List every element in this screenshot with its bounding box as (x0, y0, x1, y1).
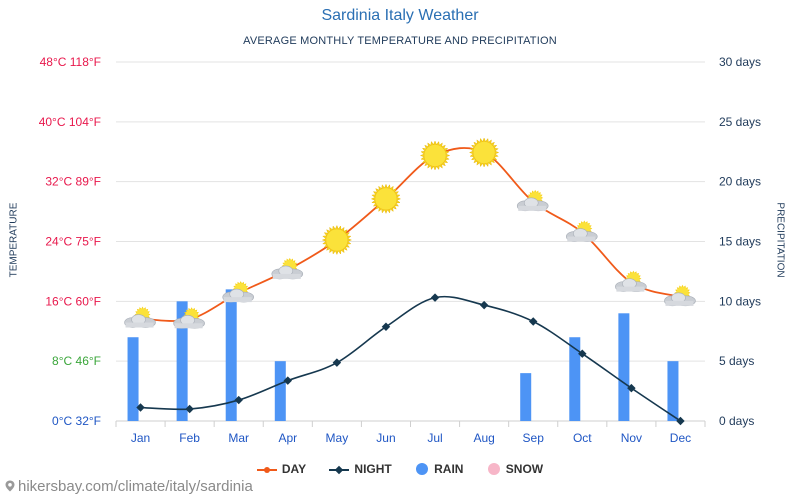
night-point (332, 358, 342, 367)
x-tick-label: Mar (228, 431, 249, 445)
right-tick-label: 0 days (719, 414, 754, 428)
rain-bar (520, 373, 532, 421)
cloud-base (665, 300, 694, 306)
legend-snow-swatch (487, 463, 500, 475)
chart-legend: DAY NIGHT RAIN SNOW (0, 462, 800, 476)
location-pin-icon (5, 480, 15, 492)
legend-rain-label: RAIN (434, 462, 464, 476)
legend-rain-swatch (416, 463, 429, 475)
right-tick-label: 30 days (719, 55, 761, 69)
left-tick-label: 32°C 89°F (45, 175, 101, 189)
partly-cloudy-icon (271, 257, 304, 280)
partly-cloudy-icon (173, 307, 205, 329)
partly-cloudy-icon (516, 189, 549, 212)
sun-icon (468, 137, 500, 168)
rain-bar (176, 301, 188, 421)
cloud-base (272, 273, 301, 279)
cloud-base (174, 323, 203, 329)
rain-bar (569, 337, 581, 421)
partly-cloudy-icon (124, 306, 156, 328)
legend-night-label: NIGHT (354, 462, 392, 476)
sun-icon (370, 183, 402, 215)
x-tick-label: Dec (670, 431, 691, 445)
left-tick-label: 8°C 46°F (52, 354, 101, 368)
x-tick-label: Jan (131, 431, 150, 445)
right-tick-label: 25 days (719, 115, 761, 129)
cloud-base (567, 236, 596, 242)
partly-cloudy-icon (565, 220, 598, 242)
x-tick-label: Oct (573, 431, 592, 445)
sun-disc (374, 187, 398, 211)
sun-disc (325, 228, 349, 252)
chart-title: Sardinia Italy Weather (321, 7, 479, 24)
legend-day-swatch (256, 467, 277, 473)
night-point (234, 395, 243, 405)
right-tick-label: 15 days (719, 235, 761, 249)
cloud-base (518, 205, 547, 211)
night-point (430, 293, 440, 302)
rain-bar (127, 337, 139, 421)
x-tick-label: Jun (376, 431, 395, 445)
legend-night[interactable]: NIGHT (329, 462, 392, 476)
legend-night-swatch (329, 465, 350, 475)
day-line (140, 147, 681, 322)
partly-cloudy-icon (222, 281, 255, 303)
night-point (676, 416, 685, 426)
night-point (578, 349, 587, 358)
left-tick-label: 48°C 118°F (40, 55, 101, 69)
right-tick-label: 20 days (719, 175, 761, 189)
legend-rain[interactable]: RAIN (415, 462, 463, 476)
right-tick-label: 10 days (719, 294, 761, 308)
night-point (528, 317, 538, 326)
night-point (136, 403, 145, 412)
cloud-base (616, 286, 645, 292)
legend-snow-label: SNOW (505, 462, 544, 476)
rain-bar (618, 313, 630, 421)
x-tick-label: Sep (523, 431, 545, 445)
watermark[interactable]: hikersbay.com/climate/italy/sardinia (4, 478, 253, 495)
rain-bar (274, 361, 286, 421)
cloud-base (223, 297, 252, 303)
left-tick-label: 16°C 60°F (45, 294, 101, 308)
x-tick-label: Apr (278, 431, 297, 445)
sun-icon (321, 224, 353, 256)
cloud-base (125, 322, 154, 328)
night-point (283, 376, 293, 385)
night-point (185, 404, 194, 414)
rain-bar (225, 289, 237, 421)
legend-day-label: DAY (281, 462, 307, 476)
left-tick-label: 40°C 104°F (39, 115, 101, 129)
x-tick-label: Jul (427, 431, 442, 445)
right-tick-label: 5 days (719, 354, 754, 368)
night-point (381, 322, 391, 332)
sun-disc (423, 144, 447, 167)
night-point (627, 383, 636, 393)
partly-cloudy-icon (664, 284, 696, 307)
night-line (140, 295, 681, 422)
x-tick-label: Feb (179, 431, 200, 445)
rain-bar (667, 361, 679, 421)
weather-chart: 0°C 32°F 8°C 46°F 16°C 60°F 24°C 75°F 32°C 8… (39, 55, 761, 445)
night-point (479, 300, 489, 310)
legend-day[interactable]: DAY (256, 462, 307, 476)
x-tick-label: May (326, 431, 349, 445)
watermark-text: hikersbay.com/climate/italy/sardinia (18, 478, 253, 495)
left-tick-label: 24°C 75°F (45, 235, 101, 249)
x-tick-label: Nov (621, 431, 642, 445)
legend-snow[interactable]: SNOW (487, 462, 543, 476)
sun-disc (472, 141, 496, 164)
x-tick-label: Aug (473, 431, 494, 445)
left-tick-label: 0°C 32°F (52, 414, 101, 428)
partly-cloudy-icon (615, 270, 647, 292)
sun-icon (419, 140, 451, 171)
chart-subtitle: AVERAGE MONTHLY TEMPERATURE AND PRECIPIT… (243, 35, 557, 47)
